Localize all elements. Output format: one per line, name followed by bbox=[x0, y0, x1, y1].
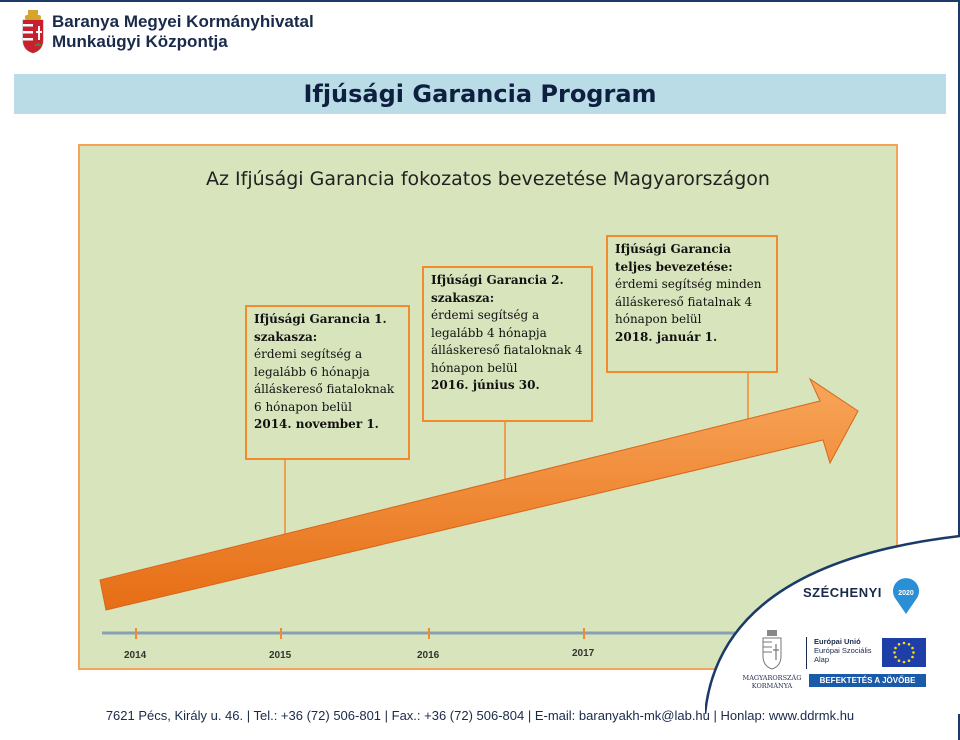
page-title: Ifjúsági Garancia Program bbox=[303, 80, 657, 108]
year-label-2015: 2015 bbox=[269, 650, 292, 661]
stage-1-box: Ifjúsági Garancia 1. szakasza: érdemi se… bbox=[245, 305, 410, 460]
invest-banner: BEFEKTETÉS A JÖVŐBE bbox=[809, 674, 926, 687]
year-label-2014: 2014 bbox=[124, 650, 147, 661]
eu-line-1: Európai Unió bbox=[814, 637, 861, 646]
top-border bbox=[0, 0, 960, 2]
stage-3-box: Ifjúsági Garancia teljes bevezetése: érd… bbox=[606, 235, 778, 373]
government-logo-text: MAGYARORSZÁG KORMÁNYA bbox=[742, 674, 802, 690]
stage-3-date: 2018. január 1. bbox=[615, 329, 718, 344]
gov-line-2: KORMÁNYA bbox=[751, 682, 793, 690]
gov-line-1: MAGYARORSZÁG bbox=[742, 674, 802, 682]
slide-title: Az Ifjúsági Garancia fokozatos bevezetés… bbox=[206, 168, 770, 190]
right-border bbox=[958, 0, 960, 740]
logo-divider bbox=[806, 637, 807, 669]
stage-2-heading: Ifjúsági Garancia 2. szakasza: bbox=[431, 273, 564, 305]
stage-3-body: érdemi segítség minden álláskereső fiata… bbox=[615, 277, 762, 326]
stage-2-body: érdemi segítség a legalább 4 hónapja áll… bbox=[431, 308, 583, 375]
szechenyi-2020-badge-icon: 2020 bbox=[893, 578, 919, 614]
government-crest-icon bbox=[762, 630, 782, 670]
progress-arrow bbox=[99, 377, 859, 611]
eu-line-2: Európai Szociális bbox=[814, 646, 872, 655]
year-label-2016: 2016 bbox=[417, 650, 440, 661]
timeline-graphic bbox=[99, 373, 859, 639]
title-banner: Ifjúsági Garancia Program bbox=[14, 74, 946, 114]
organization-name: Baranya Megyei Kormányhivatal Munkaügyi … bbox=[52, 12, 314, 52]
funding-logo-panel bbox=[705, 534, 960, 714]
szechenyi-logo-text: SZÉCHENYI bbox=[803, 585, 882, 600]
stage-2-date: 2016. június 30. bbox=[431, 378, 540, 392]
coat-of-arms-icon bbox=[22, 10, 44, 54]
eu-text: Európai Unió Európai Szociális Alap bbox=[814, 637, 872, 664]
svg-text:2020: 2020 bbox=[898, 590, 914, 597]
org-line-2: Munkaügyi Központja bbox=[52, 32, 228, 51]
stage-1-date: 2014. november 1. bbox=[254, 417, 379, 431]
org-line-1: Baranya Megyei Kormányhivatal bbox=[52, 12, 314, 31]
eu-line-3: Alap bbox=[814, 655, 830, 664]
stage-3-heading: Ifjúsági Garancia teljes bevezetése: bbox=[615, 242, 733, 274]
stage-1-body: érdemi segítség a legalább 6 hónapja áll… bbox=[254, 347, 395, 414]
stage-1-heading: Ifjúsági Garancia 1. szakasza: bbox=[254, 312, 387, 344]
year-label-2017: 2017 bbox=[572, 648, 595, 659]
stage-2-box: Ifjúsági Garancia 2. szakasza: érdemi se… bbox=[422, 266, 593, 422]
footer-contact: 7621 Pécs, Király u. 46. | Tel.: +36 (72… bbox=[105, 708, 855, 723]
eu-flag-icon bbox=[882, 638, 926, 667]
